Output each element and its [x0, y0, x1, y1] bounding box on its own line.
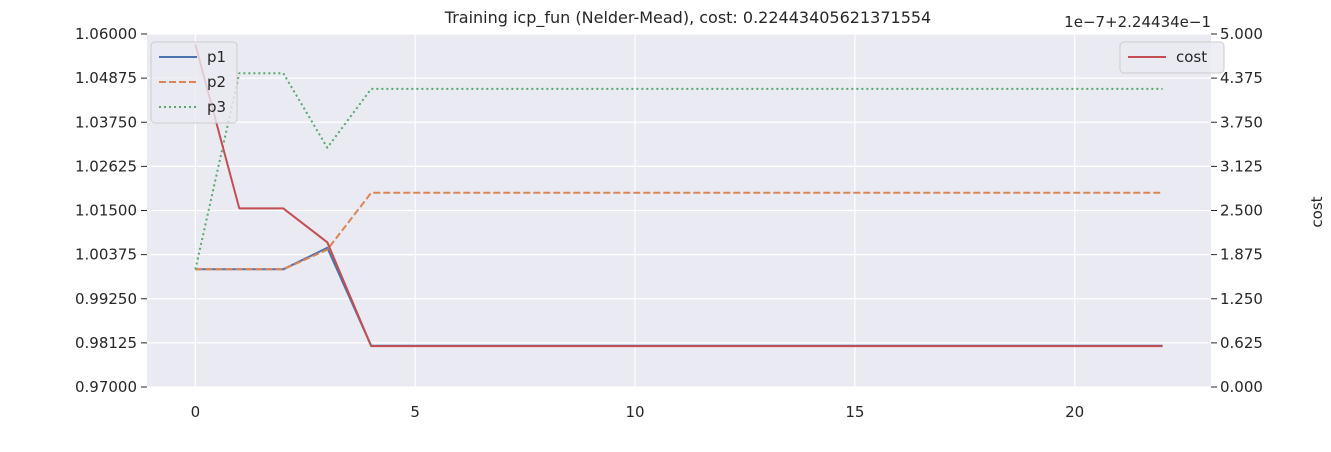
x-axis: 0 5 10 15 20 [191, 403, 1085, 421]
right-tick-label: 0.000 [1220, 378, 1263, 396]
left-tick-label: 1.02625 [75, 157, 137, 175]
left-tick-label: 1.00375 [75, 246, 137, 264]
grid [147, 33, 1211, 388]
series-line-cost [194, 44, 1163, 348]
series-line-p3 [194, 72, 1163, 270]
legend-label-p2: p2 [207, 73, 226, 91]
left-tick-label: 1.03750 [75, 113, 137, 131]
x-tick-label: 10 [625, 403, 644, 421]
left-tick-label: 1.01500 [75, 202, 137, 220]
left-axis: 0.97000 0.98125 0.99250 1.00375 1.01500 1.026… [75, 25, 147, 396]
chart-title: Training icp_fun (Nelder-Mead), cost: 0.… [444, 8, 931, 28]
right-tick-label: 3.750 [1220, 113, 1263, 131]
right-tick-label: 0.625 [1220, 334, 1263, 352]
left-tick-label: 1.06000 [75, 25, 137, 43]
left-tick-label: 0.97000 [75, 378, 137, 396]
x-tick-label: 15 [845, 403, 864, 421]
left-tick-label: 0.99250 [75, 290, 137, 308]
right-axis-offset-text: 1e−7+2.24434e−1 [1064, 13, 1211, 31]
right-axis: 0.000 0.625 1.250 1.875 2.500 3.125 3.750 4.375… [1211, 25, 1263, 396]
right-tick-label: 4.375 [1220, 69, 1263, 87]
legend-label-p3: p3 [207, 98, 226, 116]
left-tick-label: 0.98125 [75, 334, 137, 352]
legend-right: cost [1119, 41, 1225, 74]
x-tick-label: 5 [410, 403, 420, 421]
x-tick-label: 0 [191, 403, 201, 421]
series-group [194, 44, 1163, 348]
right-tick-label: 3.125 [1220, 157, 1263, 175]
legend-label-cost: cost [1176, 48, 1207, 66]
series-line-p2 [195, 191, 1163, 271]
legend-left: p1 p2 p3 [150, 41, 238, 124]
legend-label-p1: p1 [207, 48, 226, 66]
right-tick-label: 5.000 [1220, 25, 1263, 43]
left-tick-label: 1.04875 [75, 69, 137, 87]
right-tick-label: 2.500 [1220, 202, 1263, 220]
right-axis-label: cost [1308, 196, 1326, 227]
legend-box [1119, 41, 1225, 74]
right-tick-label: 1.875 [1220, 246, 1263, 264]
right-tick-label: 1.250 [1220, 290, 1263, 308]
x-tick-label: 20 [1065, 403, 1084, 421]
